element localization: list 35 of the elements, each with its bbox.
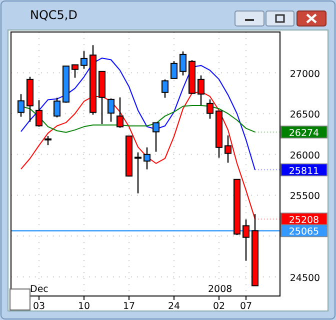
data-label: 25208 xyxy=(288,215,320,226)
annotation: 2008 xyxy=(208,284,232,295)
candlestick xyxy=(206,98,214,120)
y-tick-label: 26000 xyxy=(290,150,320,162)
data-label: 26274 xyxy=(288,128,320,140)
candlestick xyxy=(162,78,168,98)
x-tick-label: 07 xyxy=(240,301,252,312)
candlestick xyxy=(152,122,160,152)
data-label: 25811 xyxy=(288,166,320,177)
y-tick-label: 26500 xyxy=(290,110,320,121)
candlestick xyxy=(242,218,250,262)
x-tick-label: 24 xyxy=(168,301,180,312)
candlestick xyxy=(180,50,186,76)
y-tick-label: 24500 xyxy=(290,272,320,284)
candlestick xyxy=(134,152,142,194)
candlestick xyxy=(44,135,52,146)
candlestick xyxy=(224,134,232,164)
candlestick xyxy=(36,100,42,128)
x-tick-label: 03 xyxy=(32,301,46,312)
chart-title: NQC5,D xyxy=(30,8,78,22)
x-tick-label: 02 xyxy=(212,301,226,312)
candlestick xyxy=(72,64,78,78)
candlestick xyxy=(144,146,150,170)
candlestick xyxy=(116,96,124,128)
y-tick-label: 25500 xyxy=(290,191,320,202)
annotation: Dec xyxy=(30,284,48,295)
candlestick xyxy=(54,97,60,118)
x-tick-label: 17 xyxy=(122,301,136,312)
y-tick-label: 27000 xyxy=(290,68,320,80)
candlestick xyxy=(18,94,24,118)
candlestick xyxy=(108,98,114,122)
candlestick xyxy=(80,50,88,70)
ref-line-label: 25065 xyxy=(288,226,320,238)
candlestick xyxy=(170,60,178,80)
x-tick-label: 10 xyxy=(78,301,90,312)
